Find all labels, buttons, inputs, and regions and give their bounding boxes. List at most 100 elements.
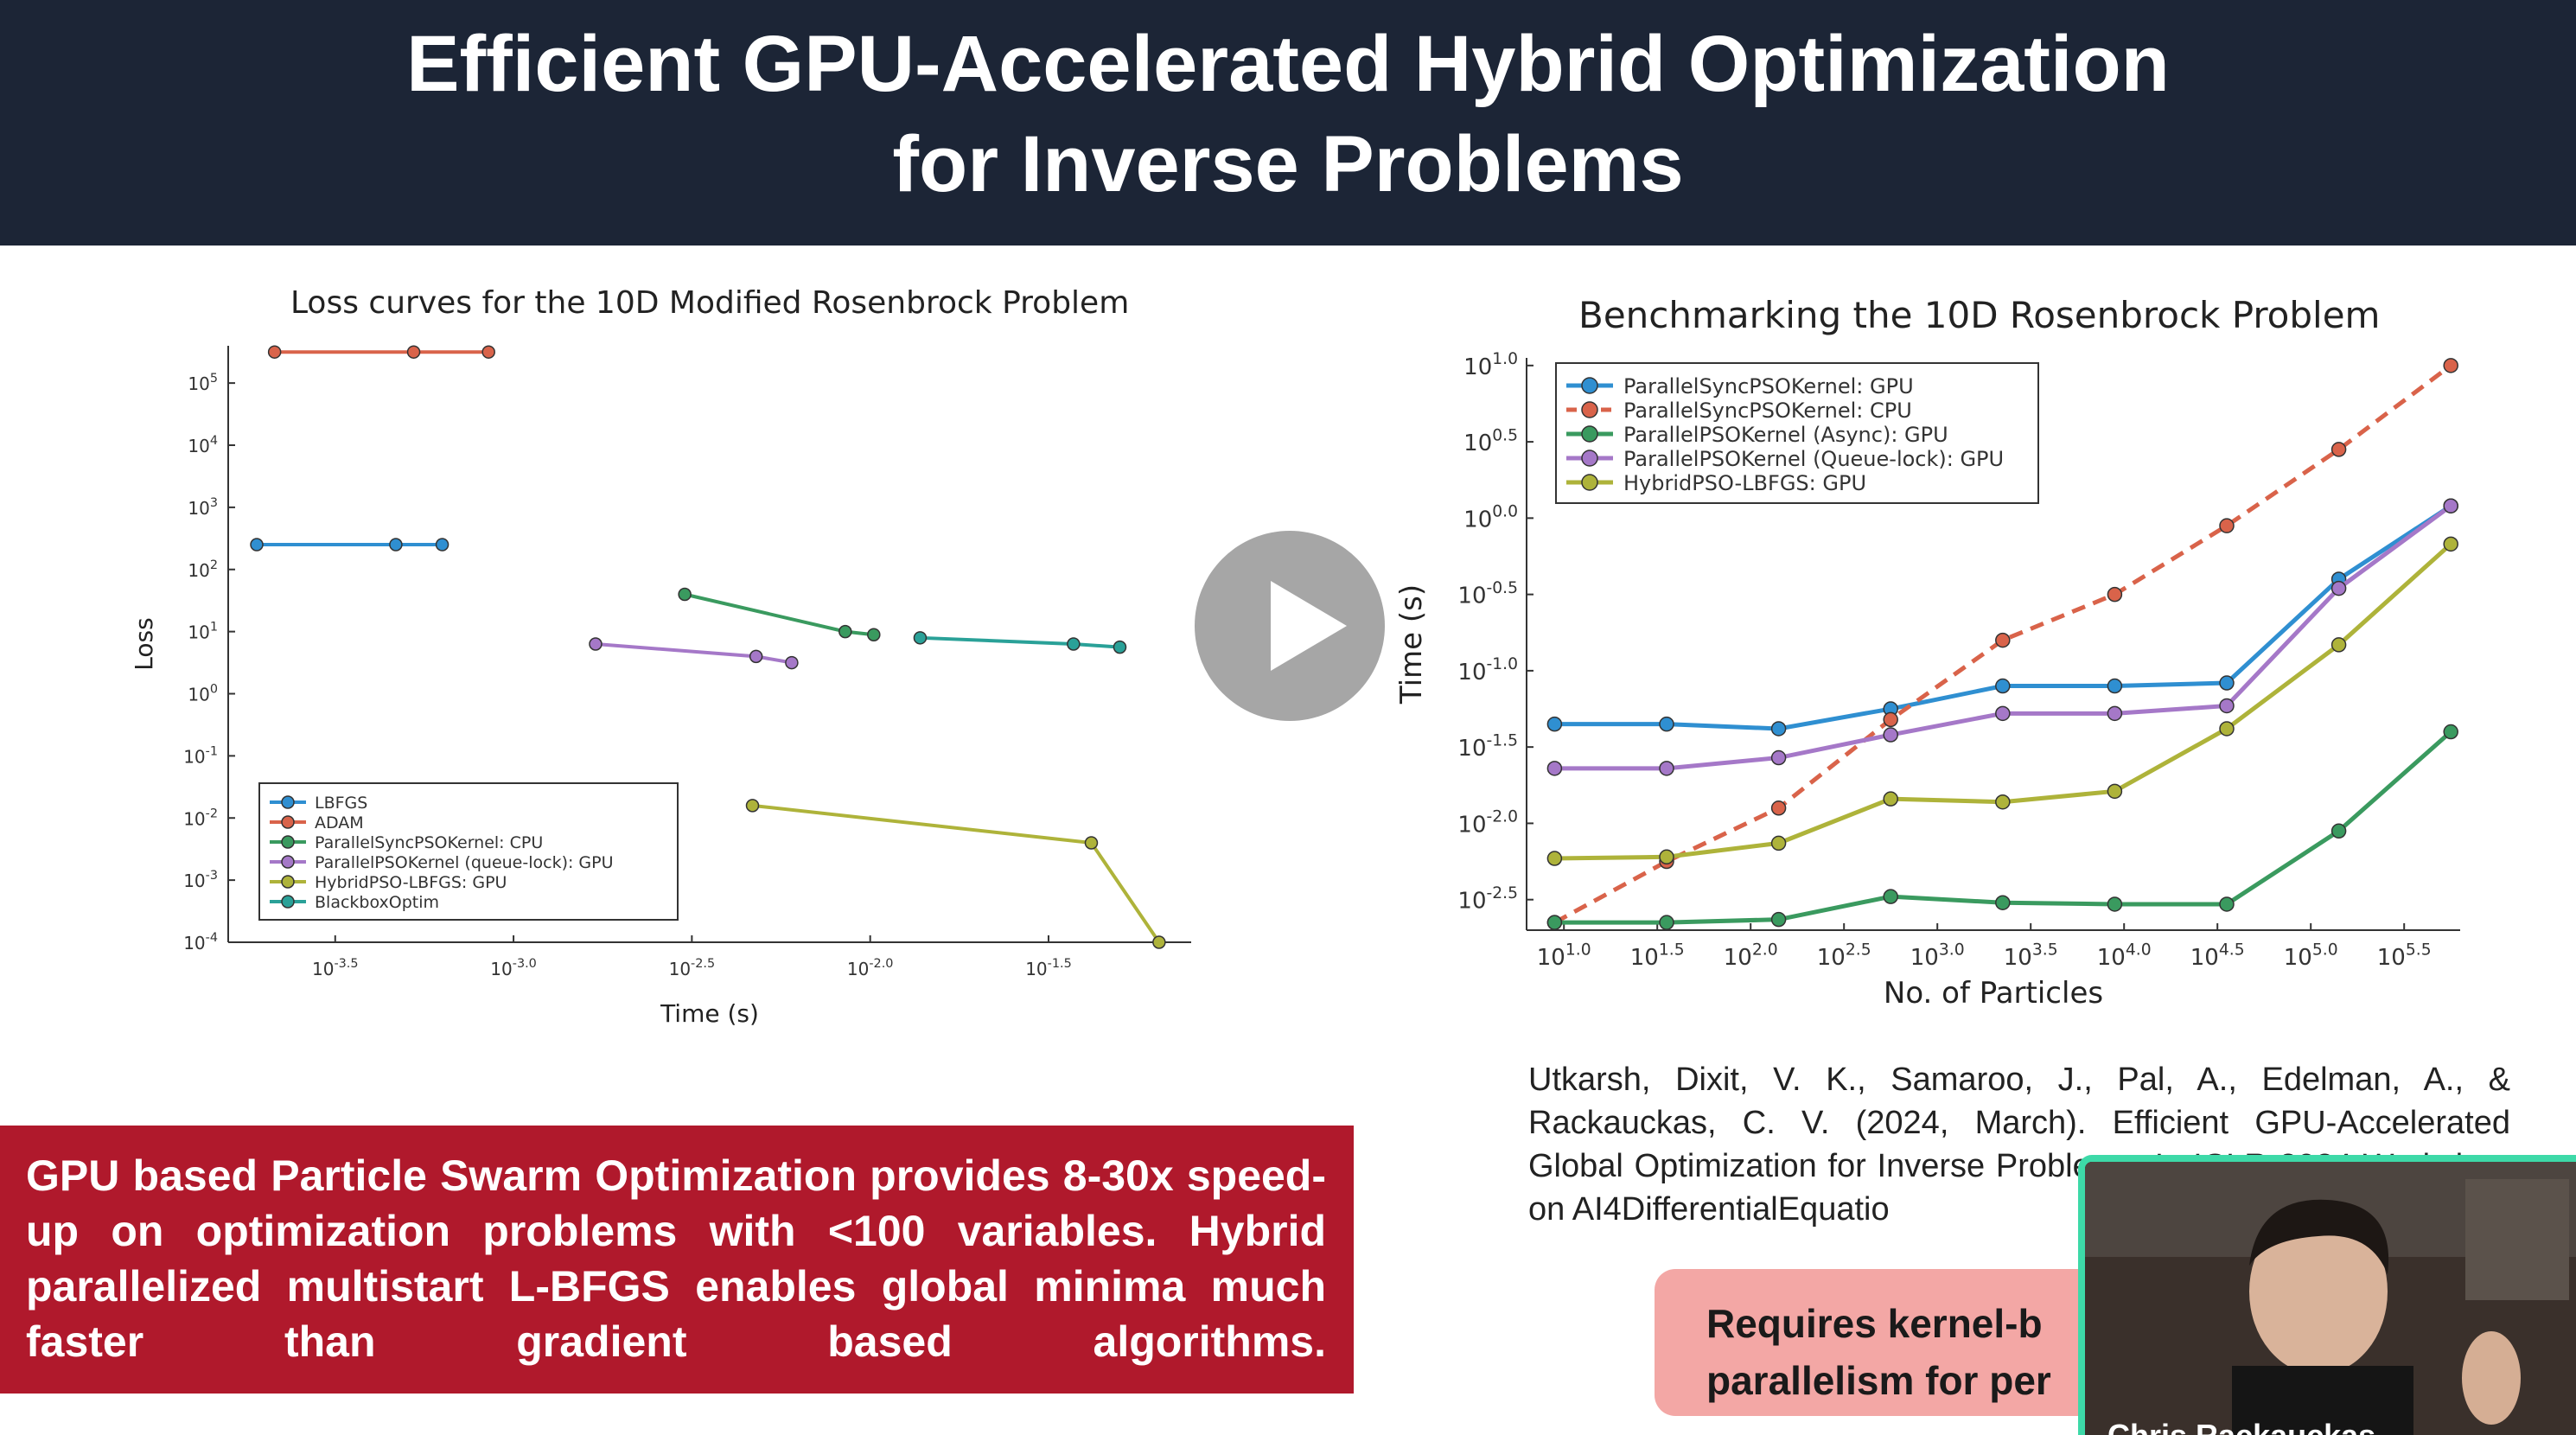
right-series-line <box>1554 730 2452 925</box>
right-data-point <box>2331 442 2347 457</box>
left-legend-label: ParallelSyncPSOKernel: CPU <box>315 833 543 852</box>
right-data-point <box>1883 889 1898 904</box>
left-data-point <box>250 538 264 552</box>
right-data-point <box>2219 675 2235 691</box>
right-x-tick-label: 104.5 <box>2190 941 2245 971</box>
presenter-webcam: Chris Rackauckas <box>2078 1155 2576 1435</box>
right-legend-marker <box>1581 474 1598 491</box>
right-data-point <box>1770 749 1787 766</box>
left-data-point <box>267 345 282 359</box>
right-data-point <box>1659 849 1674 865</box>
left-chart-title: Loss curves for the 10D Modified Rosenbr… <box>290 285 1130 321</box>
right-y-tick-label: 10-2.0 <box>1457 808 1518 839</box>
right-x-axis-label: No. of Particles <box>1884 976 2103 1011</box>
right-data-point <box>2219 896 2235 912</box>
right-data-point <box>2107 678 2123 694</box>
left-data-point <box>1084 836 1099 850</box>
left-data-point <box>481 345 495 359</box>
slide-header: Efficient GPU-Accelerated Hybrid Optimiz… <box>0 0 2576 246</box>
right-x-tick-label: 104.0 <box>2097 941 2152 971</box>
left-data-point <box>745 799 760 813</box>
pink-callout-line1: Requires kernel-b <box>1706 1301 2043 1346</box>
left-y-tick-label: 101 <box>188 621 218 643</box>
play-button[interactable] <box>1195 531 1385 721</box>
right-series-line <box>1554 504 2452 731</box>
left-series-line <box>595 642 793 665</box>
left-x-tick-label: 10-2.0 <box>847 957 894 979</box>
right-data-point <box>2443 536 2458 552</box>
presenter-video-frame <box>2085 1162 2576 1435</box>
left-data-point <box>435 538 450 552</box>
left-data-point <box>1067 637 1081 651</box>
right-data-point <box>2107 586 2123 603</box>
right-data-point <box>1995 632 2011 648</box>
right-data-point <box>2443 498 2458 513</box>
right-x-tick-label: 101.0 <box>1537 941 1591 971</box>
right-data-point <box>1546 915 1563 930</box>
left-data-point <box>913 631 928 645</box>
slide-title-line2: for Inverse Problems <box>892 120 1684 208</box>
right-data-point <box>2331 823 2347 839</box>
right-series-line <box>1553 363 2452 925</box>
presenter-name: Chris Rackauckas <box>2107 1418 2375 1435</box>
right-data-point <box>1770 800 1787 816</box>
right-data-point <box>1659 716 1674 732</box>
left-data-point <box>406 345 421 359</box>
right-data-point <box>2107 783 2123 800</box>
left-series-line <box>752 803 1161 944</box>
left-legend-marker <box>281 875 295 889</box>
left-legend-marker <box>281 855 295 869</box>
right-series-line <box>1554 542 2452 861</box>
left-data-point <box>867 628 881 641</box>
right-legend-label: ParallelPSOKernel (Async): GPU <box>1623 423 1948 447</box>
right-legend-label: HybridPSO-LBFGS: GPU <box>1623 471 1866 495</box>
right-legend-marker <box>1581 401 1598 418</box>
left-series-line <box>920 635 1120 649</box>
right-y-tick-label: 10-1.0 <box>1457 655 1518 686</box>
left-data-point <box>589 637 603 651</box>
left-y-tick-label: 100 <box>188 683 218 705</box>
right-data-point <box>2443 724 2458 740</box>
right-y-tick-label: 100.0 <box>1463 503 1518 533</box>
left-x-axis-label: Time (s) <box>660 999 759 1028</box>
left-data-point <box>1113 640 1127 654</box>
right-data-point <box>1546 761 1563 776</box>
right-data-point <box>1995 794 2011 810</box>
left-legend-label: BlackboxOptim <box>315 893 439 912</box>
right-chart: 101.0 101.5 102.0 102.5 103.0 103.5 104.0 104.5… <box>1394 350 2460 1011</box>
right-x-tick-label: 102.0 <box>1724 941 1778 971</box>
right-data-point <box>2219 721 2235 737</box>
left-legend-marker <box>281 895 295 909</box>
right-legend-label: ParallelSyncPSOKernel: CPU <box>1623 399 1912 423</box>
right-data-point <box>1546 851 1563 866</box>
right-y-tick-label: 10-0.5 <box>1457 579 1518 609</box>
right-data-point <box>2219 518 2235 533</box>
right-y-tick-label: 10-2.5 <box>1457 884 1518 915</box>
right-data-point <box>2219 698 2235 714</box>
left-legend <box>258 782 679 921</box>
right-y-tick-label: 101.0 <box>1463 350 1518 380</box>
left-y-tick-label: 102 <box>188 558 218 581</box>
red-callout-box: GPU based Particle Swarm Optimization pr… <box>0 1126 1354 1394</box>
left-legend-marker <box>281 795 295 809</box>
left-y-tick-label: 10-4 <box>183 931 218 953</box>
right-data-point <box>2107 896 2123 912</box>
right-data-point <box>2331 580 2347 596</box>
right-data-point <box>1995 678 2011 694</box>
left-chart: 10-3.5 10-3.0 10-2.5 10-2.0 10-1.5 105 104 103 1… <box>130 345 1191 1028</box>
right-y-tick-label: 100.5 <box>1463 426 1518 456</box>
right-data-point <box>1770 911 1787 928</box>
right-data-point <box>1770 721 1787 737</box>
left-data-point <box>749 649 763 664</box>
left-data-point <box>785 655 799 670</box>
slide-title-line1: Efficient GPU-Accelerated Hybrid Optimiz… <box>406 20 2170 108</box>
left-y-tick-label: 10-1 <box>183 744 218 767</box>
right-data-point <box>2107 705 2123 722</box>
red-callout-text: GPU based Particle Swarm Optimization pr… <box>26 1151 1326 1366</box>
left-y-axis-label: Loss <box>130 617 158 670</box>
left-data-point <box>389 538 403 552</box>
right-y-axis-label: Time (s) <box>1394 584 1429 705</box>
pink-callout-line2: parallelism for per <box>1706 1358 2051 1403</box>
left-x-tick-label: 10-2.5 <box>669 957 716 979</box>
right-data-point <box>1546 716 1563 732</box>
